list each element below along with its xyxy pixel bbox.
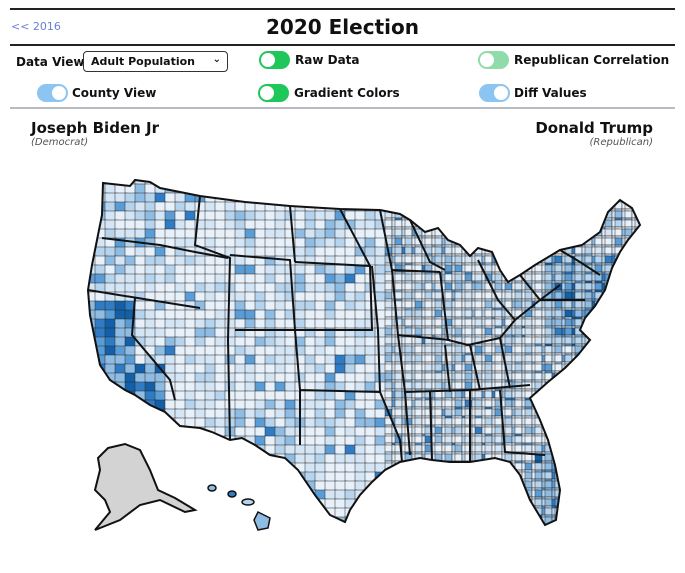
chevron-down-icon: ⌄ [212,54,221,65]
toggle-knob [261,53,275,67]
diff-values-toggle[interactable] [479,84,510,102]
republican-name: Donald Trump [535,119,653,137]
controls-rule [10,107,675,109]
top-rule [10,8,675,10]
raw-data-toggle[interactable] [259,51,290,69]
toggle-knob [480,53,494,67]
gradient-colors-label: Gradient Colors [294,86,400,100]
republican-correlation-label: Republican Correlation [514,53,670,67]
democrat-candidate: Joseph Biden Jr (Democrat) [31,120,159,149]
toggle-knob [494,86,508,100]
data-view-select[interactable]: Adult Population ⌄ [83,51,228,72]
data-view-label: Data View: [16,55,90,69]
county-view-toggle[interactable] [37,84,68,102]
alaska[interactable] [93,442,198,531]
diff-values-label: Diff Values [514,86,587,100]
republican-candidate: Donald Trump (Republican) [535,120,653,149]
county-layer[interactable] [85,175,649,540]
toggle-knob [52,86,66,100]
state-borders [87,179,641,526]
raw-data-label: Raw Data [295,53,360,67]
republican-party: (Republican) [589,137,653,148]
header-rule [10,44,675,46]
democrat-party: (Democrat) [31,137,89,148]
page-title: 2020 Election [266,15,419,39]
toggle-knob [260,86,274,100]
data-view-selected: Adult Population [91,55,196,68]
republican-correlation-toggle[interactable] [478,51,509,69]
previous-election-link[interactable]: << 2016 [11,20,61,33]
us-county-map[interactable] [0,160,685,560]
gradient-colors-toggle[interactable] [258,84,289,102]
county-view-label: County View [72,86,157,100]
democrat-name: Joseph Biden Jr [31,119,159,137]
hawaii[interactable] [207,484,271,531]
